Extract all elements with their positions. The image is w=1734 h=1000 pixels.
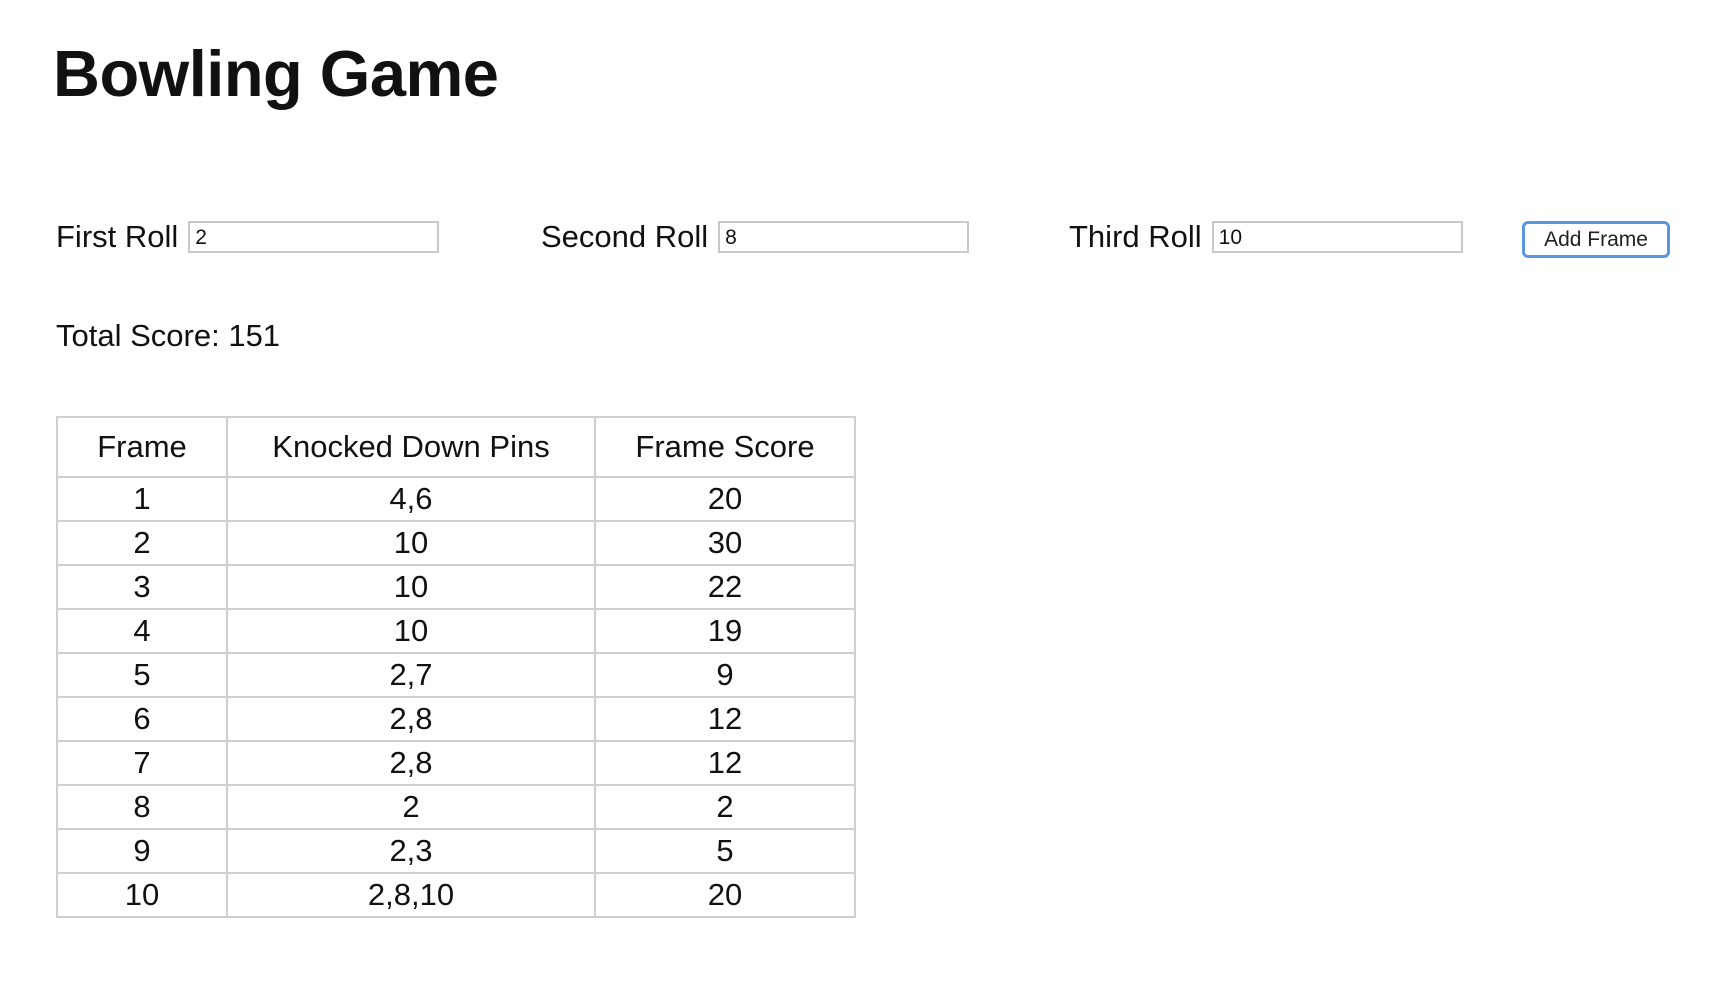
total-score: Total Score: 151: [56, 318, 280, 354]
pins-cell: 4,6: [226, 476, 596, 522]
frame-score-cell: 19: [594, 608, 856, 654]
frame-cell: 3: [56, 564, 228, 610]
table-row: 6 2,8 12: [56, 696, 856, 742]
table-row: 1 4,6 20: [56, 476, 856, 522]
table-row: 4 10 19: [56, 608, 856, 654]
pins-cell: 10: [226, 608, 596, 654]
table-row: 9 2,3 5: [56, 828, 856, 874]
frame-score-cell: 5: [594, 828, 856, 874]
frame-score-cell: 20: [594, 872, 856, 918]
add-frame-button[interactable]: Add Frame: [1522, 221, 1670, 258]
frame-cell: 9: [56, 828, 228, 874]
frame-cell: 7: [56, 740, 228, 786]
third-roll-input[interactable]: [1211, 221, 1463, 253]
frame-score-cell: 12: [594, 696, 856, 742]
frame-cell: 5: [56, 652, 228, 698]
frame-score-cell: 20: [594, 476, 856, 522]
pins-cell: 10: [226, 520, 596, 566]
frames-table-body: 1 4,6 20 2 10 30 3 10 22 4 10 19 5 2,7 9 6 2,8 12 7 2,8 12 8 2…: [56, 476, 856, 918]
page-title: Bowling Game: [53, 37, 499, 110]
second-roll-label: Second Roll: [541, 219, 709, 254]
table-row: 7 2,8 12: [56, 740, 856, 786]
second-roll-input[interactable]: [718, 221, 970, 253]
pins-cell: 2,8,10: [226, 872, 596, 918]
total-score-label: Total Score:: [56, 318, 220, 353]
frame-cell: 6: [56, 696, 228, 742]
first-roll-group: First Roll: [56, 218, 440, 256]
first-roll-input[interactable]: [188, 221, 440, 253]
third-roll-label: Third Roll: [1069, 219, 1202, 254]
pins-cell: 2,7: [226, 652, 596, 698]
table-row: 5 2,7 9: [56, 652, 856, 698]
table-row: 3 10 22: [56, 564, 856, 610]
frame-cell: 8: [56, 784, 228, 830]
frame-score-cell: 30: [594, 520, 856, 566]
header-frame-score: Frame Score: [594, 416, 856, 478]
pins-cell: 2,8: [226, 740, 596, 786]
frame-score-cell: 22: [594, 564, 856, 610]
first-roll-label: First Roll: [56, 219, 179, 254]
frame-cell: 10: [56, 872, 228, 918]
table-row: 2 10 30: [56, 520, 856, 566]
second-roll-group: Second Roll: [541, 218, 970, 256]
frame-cell: 1: [56, 476, 228, 522]
third-roll-group: Third Roll: [1069, 218, 1463, 256]
pins-cell: 10: [226, 564, 596, 610]
frame-score-cell: 9: [594, 652, 856, 698]
frames-table: Frame Knocked Down Pins Frame Score 1 4,6…: [56, 416, 856, 918]
pins-cell: 2,8: [226, 696, 596, 742]
table-header-row: Frame Knocked Down Pins Frame Score: [56, 416, 856, 478]
frame-score-cell: 2: [594, 784, 856, 830]
pins-cell: 2,3: [226, 828, 596, 874]
header-frame: Frame: [56, 416, 228, 478]
frame-cell: 4: [56, 608, 228, 654]
total-score-value: 151: [228, 318, 281, 353]
frame-cell: 2: [56, 520, 228, 566]
header-knocked-down-pins: Knocked Down Pins: [226, 416, 596, 478]
frame-score-cell: 12: [594, 740, 856, 786]
pins-cell: 2: [226, 784, 596, 830]
table-row: 10 2,8,10 20: [56, 872, 856, 918]
